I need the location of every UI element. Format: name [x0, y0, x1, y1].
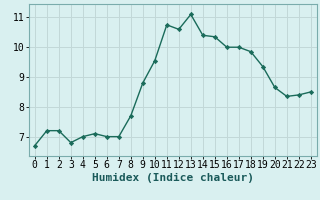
X-axis label: Humidex (Indice chaleur): Humidex (Indice chaleur) — [92, 173, 254, 183]
